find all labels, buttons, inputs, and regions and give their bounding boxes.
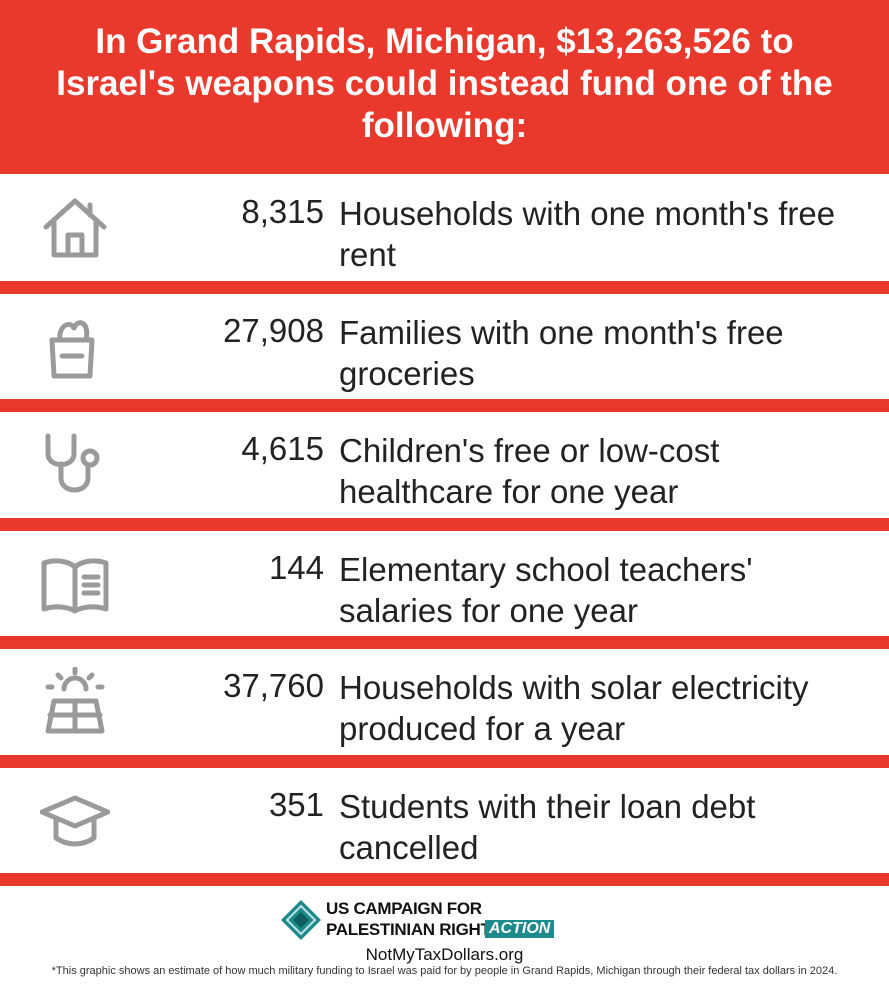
- item-icon: [45, 667, 105, 734]
- item-number: 4,615: [241, 430, 324, 467]
- header: In Grand Rapids, Michigan, $13,263,526 t…: [0, 0, 889, 174]
- item-label: Children's free or low-cost healthcare f…: [339, 432, 720, 510]
- logo-mark: [281, 900, 321, 940]
- separator: [0, 873, 889, 886]
- item-icon: [43, 198, 107, 258]
- item-number: 8,315: [241, 193, 324, 230]
- org-badge: ACTION: [485, 920, 555, 938]
- item-number: 351: [268, 785, 324, 823]
- item-row: 351 Students with their loan debt cancell…: [0, 767, 889, 873]
- item-label: Elementary school teachers' salaries for…: [339, 550, 753, 629]
- title: In Grand Rapids, Michigan, $13,263,526 t…: [56, 22, 833, 145]
- separator: [0, 399, 889, 412]
- separator: [0, 754, 889, 768]
- logo: US CAMPAIGN FOR PALESTINIAN RIGHTS ACTIO…: [280, 897, 610, 943]
- footer: US CAMPAIGN FOR PALESTINIAN RIGHTS ACTIO…: [0, 887, 889, 1000]
- item-row: 8,315 Households with one month's free re…: [0, 175, 889, 280]
- item-row: 4,615 Children's free or low-cost healthc…: [0, 412, 889, 517]
- item-row: 27,908 Families with one month's free gro…: [0, 293, 889, 399]
- item-number: 27,908: [223, 311, 324, 349]
- separator: [0, 280, 889, 294]
- item-number: 144: [268, 548, 324, 586]
- item-label: Households with solar electricity produc…: [339, 669, 809, 747]
- org-name: PALESTINIAN RIGHTS: [326, 920, 502, 939]
- item-row: 144 Elementary school teachers' salaries …: [0, 530, 889, 636]
- item-icon: [41, 557, 109, 613]
- item-label: Households with one month's free rent: [339, 195, 836, 273]
- item-icon: [40, 795, 110, 846]
- item-icon: [45, 433, 100, 493]
- separator: [0, 517, 889, 531]
- separator: [0, 636, 889, 649]
- item-row: 37,760 Households with solar electricity …: [0, 649, 889, 754]
- org-name: US CAMPAIGN FOR: [326, 899, 482, 918]
- item-number: 37,760: [223, 667, 324, 704]
- footnote: *This graphic shows an estimate of how m…: [51, 965, 838, 977]
- item-label: Families with one month's free groceries: [339, 313, 784, 392]
- item-label: Students with their loan debt cancelled: [339, 787, 756, 866]
- item-icon: [49, 319, 95, 378]
- site-link: NotMyTaxDollars.org: [365, 945, 524, 964]
